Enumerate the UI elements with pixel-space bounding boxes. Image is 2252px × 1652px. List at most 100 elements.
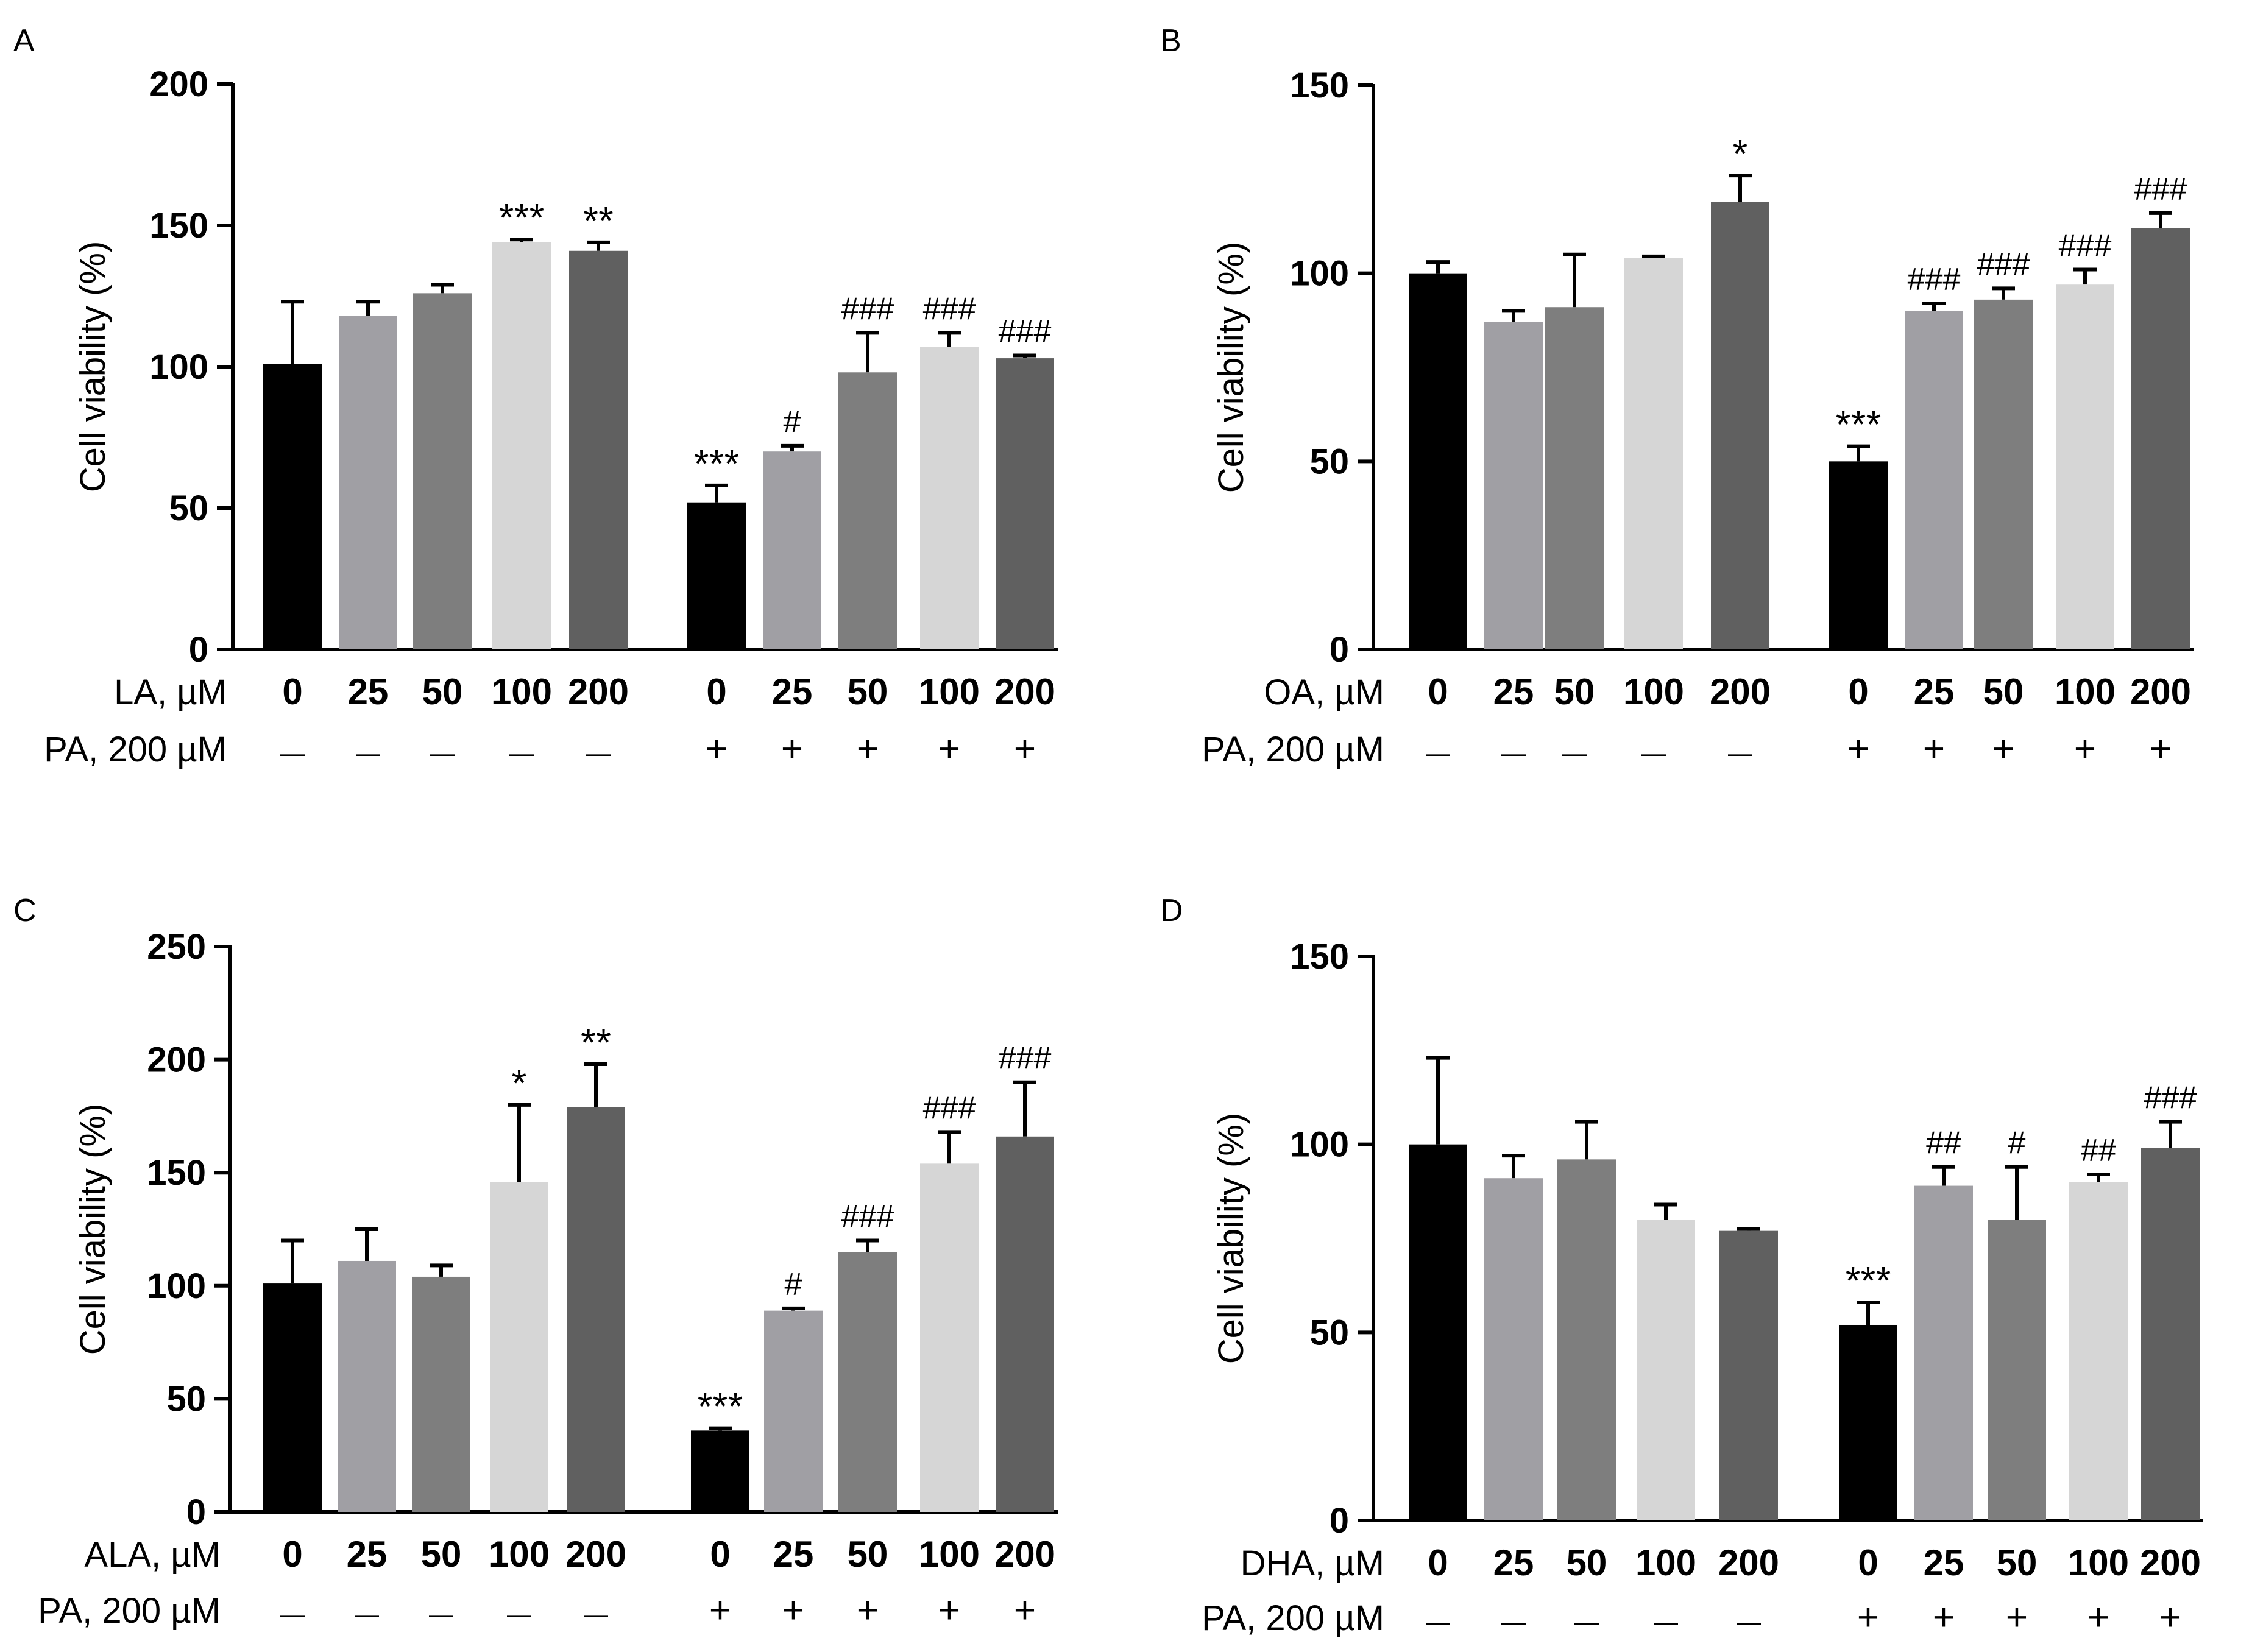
panel-letter-d: D [1160,893,1183,928]
concentration-label-c: 25 [773,1534,814,1575]
pa-marker-c: + [857,1589,879,1631]
pa-marker-c: + [709,1589,731,1631]
significance-label-c: *** [698,1385,743,1428]
pa-marker-a: — [509,740,534,767]
pa-marker-a: + [781,728,803,770]
bar-b [1711,202,1769,650]
significance-label-c: * [512,1061,527,1105]
pa-marker-a: + [938,728,960,770]
significance-label-a: *** [499,196,545,239]
bar-b [1974,299,2033,649]
y-tick-label-c: 100 [147,1266,206,1306]
bar-b [1545,307,1604,649]
significance-label-d: # [2008,1126,2026,1161]
bar-d [1557,1159,1616,1520]
bar-a [263,364,322,649]
concentration-label-b: 100 [2055,671,2116,712]
significance-label-d: ### [2144,1081,2197,1116]
concentration-label-c: 100 [919,1534,980,1575]
pa-marker-a: — [356,740,380,767]
significance-label-b: ### [2059,228,2112,263]
bar-c [338,1260,396,1512]
pa-marker-c: + [782,1589,804,1631]
pa-marker-d: — [1574,1609,1599,1636]
concentration-label-d: 0 [1428,1542,1448,1583]
bar-b [1829,461,1888,649]
pa-marker-d: — [1426,1609,1450,1636]
bar-a [413,293,472,649]
pa-marker-c: — [584,1601,608,1628]
bar-c [490,1182,548,1512]
y-tick-label-a: 100 [149,347,208,387]
bar-d [1914,1185,1973,1520]
y-tick-label-c: 200 [147,1040,206,1080]
bar-a [687,502,746,649]
concentration-label-b: 0 [1848,671,1868,712]
y-tick-label-c: 0 [186,1492,206,1532]
concentration-label-b: 100 [1623,671,1684,712]
row-label-pa-c: PA, 200 µM [38,1591,221,1631]
y-tick-label-a: 150 [149,206,208,245]
pa-marker-b: + [1847,728,1869,770]
pa-marker-d: + [2087,1597,2109,1639]
bar-b [1409,273,1467,650]
pa-marker-a: + [857,728,879,770]
y-tick-label-d: 100 [1290,1125,1349,1165]
bar-c [412,1276,470,1512]
pa-marker-c: — [280,1601,305,1628]
concentration-label-c: 50 [421,1534,462,1575]
pa-marker-b: + [2074,728,2096,770]
row-label-pa-b: PA, 200 µM [1202,730,1384,769]
significance-label-b: * [1733,132,1748,175]
bar-a [838,372,897,649]
bar-d [2141,1148,2200,1520]
concentration-label-a: 25 [772,671,813,712]
row-label-pa-a: PA, 200 µM [44,730,227,769]
significance-label-a: ### [999,314,1052,349]
bar-c [838,1252,897,1512]
concentration-label-c: 0 [710,1534,730,1575]
concentration-label-c: 0 [282,1534,302,1575]
bar-c [263,1283,322,1512]
concentration-label-d: 100 [1635,1542,1696,1583]
y-tick-label-c: 50 [166,1379,206,1419]
bar-d [1988,1220,2046,1520]
y-tick-label-b: 150 [1290,66,1349,105]
concentration-label-c: 50 [848,1534,888,1575]
y-tick-label-a: 0 [189,630,208,669]
concentration-label-d: 200 [1718,1542,1779,1583]
bar-b [1624,258,1683,649]
concentration-label-a: 50 [422,671,463,712]
y-axis-title-c: Cell viability (%) [73,1104,113,1355]
pa-marker-c: + [1014,1589,1036,1631]
bar-a [492,242,551,650]
pa-marker-d: — [1737,1609,1761,1636]
bar-d [1484,1178,1543,1520]
y-axis-title-a: Cell viability (%) [73,241,113,493]
pa-marker-d: + [1933,1597,1955,1639]
significance-label-b: *** [1836,403,1882,447]
concentration-label-c: 200 [565,1534,626,1575]
concentration-label-a: 100 [919,671,980,712]
pa-marker-b: + [1923,728,1945,770]
pa-marker-a: + [1014,728,1036,770]
bar-a [339,316,397,649]
pa-marker-c: + [938,1589,960,1631]
bar-d [1637,1220,1695,1520]
pa-marker-d: + [2006,1597,2028,1639]
concentration-label-b: 200 [2130,671,2191,712]
panel-letter-c: C [13,893,37,928]
significance-label-b: ### [2134,172,2187,207]
significance-label-d: *** [1846,1258,1891,1302]
pa-marker-b: — [1728,740,1752,767]
significance-label-d: ## [2081,1133,2116,1168]
bar-b [2056,284,2114,650]
pa-marker-d: — [1501,1609,1526,1636]
pa-marker-a: — [280,740,305,767]
concentration-label-a: 200 [994,671,1055,712]
significance-label-a: ### [841,291,894,327]
bar-a [763,451,821,649]
significance-label-a: ** [583,199,614,242]
pa-marker-a: + [706,728,728,770]
pa-marker-b: — [1641,740,1666,767]
